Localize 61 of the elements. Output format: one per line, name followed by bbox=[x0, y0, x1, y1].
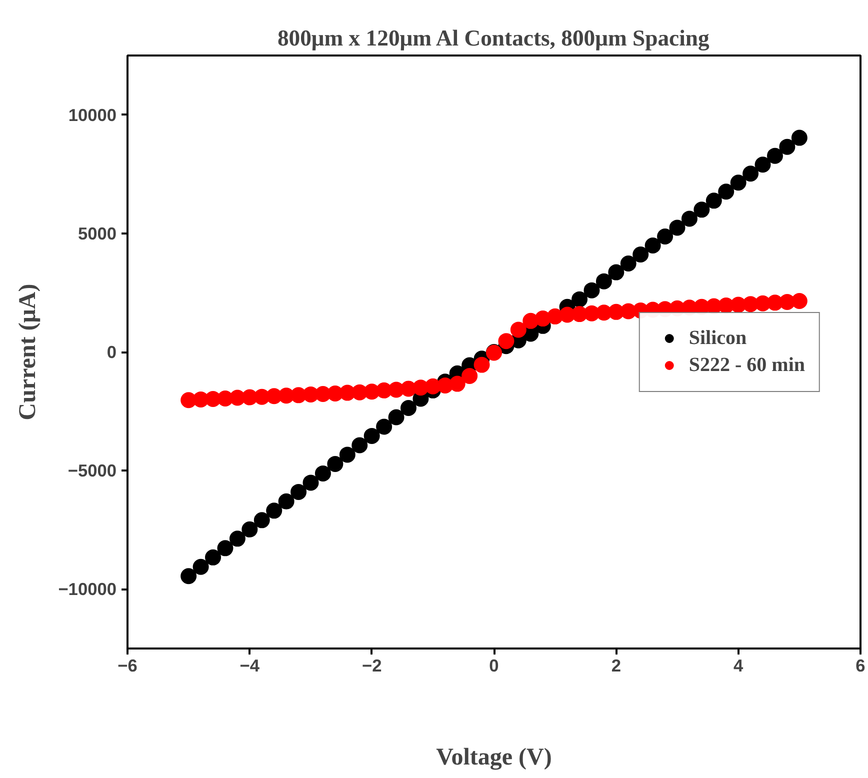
point bbox=[290, 484, 307, 500]
point bbox=[180, 568, 197, 584]
x-tick-label: −6 bbox=[118, 656, 138, 676]
x-tick-label: −2 bbox=[362, 656, 382, 676]
point bbox=[352, 437, 368, 454]
point bbox=[742, 166, 759, 182]
point bbox=[754, 156, 771, 173]
point bbox=[364, 428, 380, 444]
x-tick-label: 6 bbox=[856, 656, 866, 676]
point bbox=[694, 202, 710, 218]
point bbox=[205, 549, 222, 566]
x-tick-label: 0 bbox=[489, 656, 499, 676]
point bbox=[730, 174, 746, 191]
point bbox=[657, 228, 674, 244]
x-tick-label: 2 bbox=[611, 656, 621, 676]
point bbox=[449, 376, 466, 392]
point bbox=[766, 148, 783, 164]
point bbox=[572, 291, 588, 308]
point bbox=[620, 256, 636, 272]
point bbox=[791, 293, 808, 309]
point bbox=[278, 493, 294, 510]
x-tick-label: −4 bbox=[240, 656, 260, 676]
chart-title: 800μm x 120μm Al Contacts, 800μm Spacing bbox=[277, 26, 710, 50]
point bbox=[229, 530, 246, 547]
legend-label: S222 - 60 min bbox=[688, 354, 805, 376]
y-tick-label: 10000 bbox=[68, 104, 116, 125]
x-axis-title: Voltage (V) bbox=[436, 744, 552, 770]
x-tick-label: 4 bbox=[734, 656, 744, 676]
y-tick-label: 5000 bbox=[78, 223, 117, 244]
point bbox=[596, 273, 612, 290]
point bbox=[706, 192, 722, 209]
point bbox=[327, 456, 344, 472]
point bbox=[400, 400, 416, 416]
point bbox=[584, 282, 600, 298]
y-tick-label: 0 bbox=[106, 342, 117, 362]
point bbox=[681, 210, 698, 227]
point bbox=[462, 368, 478, 384]
point bbox=[669, 220, 686, 236]
point bbox=[217, 540, 234, 556]
point bbox=[339, 446, 356, 463]
legend-label: Silicon bbox=[688, 326, 747, 350]
point bbox=[314, 465, 331, 482]
point bbox=[376, 418, 392, 435]
point bbox=[644, 238, 661, 254]
point bbox=[474, 356, 490, 373]
point bbox=[388, 409, 404, 426]
point bbox=[302, 474, 319, 491]
y-tick-label: −5000 bbox=[68, 460, 117, 481]
point bbox=[498, 333, 514, 350]
y-tick-label: −10000 bbox=[58, 579, 117, 600]
point bbox=[632, 246, 649, 262]
point bbox=[718, 184, 734, 200]
point bbox=[608, 264, 624, 280]
point bbox=[242, 521, 258, 538]
point bbox=[791, 130, 808, 146]
y-axis-title: Current (μA) bbox=[15, 284, 42, 420]
point bbox=[266, 502, 282, 519]
point bbox=[779, 138, 796, 155]
point bbox=[510, 322, 526, 338]
point bbox=[254, 512, 270, 528]
point bbox=[192, 558, 209, 575]
